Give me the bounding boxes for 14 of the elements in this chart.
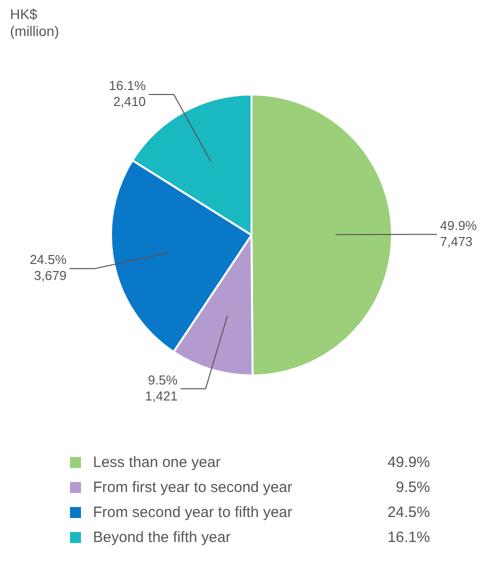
data-label: 9.5% 1,421	[145, 372, 178, 404]
text: 16.1%	[387, 529, 430, 546]
text: 24.5%	[387, 504, 430, 521]
data-label: 49.9% 7,473	[440, 218, 478, 249]
data-label: 24.5% 3,679	[30, 252, 67, 284]
legend-label: From second year to fifth year	[93, 504, 294, 521]
legend-label: Less than one year	[93, 454, 222, 471]
data-label: 16.1% 2,410	[108, 78, 146, 110]
text: 49.9%	[387, 454, 430, 471]
text: 9.5%	[396, 479, 430, 496]
chart-title: HK$	[10, 6, 38, 23]
legend-label: From first year to second year	[93, 479, 294, 496]
chart-subtitle: (million)	[10, 23, 59, 40]
legend-label: Beyond the fifth year	[93, 529, 232, 546]
